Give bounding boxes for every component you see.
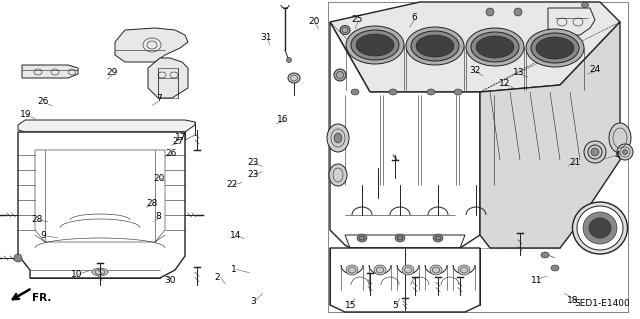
Ellipse shape	[288, 73, 300, 83]
Ellipse shape	[531, 33, 579, 63]
Ellipse shape	[346, 265, 358, 275]
Text: 6: 6	[412, 13, 417, 22]
Ellipse shape	[416, 35, 454, 57]
Text: 28: 28	[31, 215, 43, 224]
Ellipse shape	[591, 148, 599, 156]
Ellipse shape	[356, 34, 394, 56]
Bar	[158, 68, 178, 98]
Ellipse shape	[471, 32, 519, 62]
Ellipse shape	[526, 29, 584, 67]
Text: 9: 9	[41, 231, 46, 240]
Text: FR.: FR.	[32, 293, 51, 303]
Text: 23: 23	[247, 158, 259, 167]
Polygon shape	[18, 120, 195, 132]
Text: 30: 30	[164, 276, 175, 285]
Ellipse shape	[466, 28, 524, 66]
Text: 12: 12	[499, 79, 510, 88]
Ellipse shape	[486, 8, 494, 16]
Ellipse shape	[458, 265, 470, 275]
Ellipse shape	[514, 8, 522, 16]
Text: 11: 11	[531, 276, 542, 285]
Text: 17: 17	[175, 133, 186, 142]
Ellipse shape	[476, 36, 514, 58]
Text: 21: 21	[569, 158, 580, 167]
Ellipse shape	[536, 37, 574, 59]
Ellipse shape	[334, 133, 342, 143]
Ellipse shape	[346, 26, 404, 64]
Ellipse shape	[589, 218, 611, 238]
Ellipse shape	[433, 234, 443, 242]
Text: 3: 3	[250, 297, 255, 306]
Text: 20: 20	[308, 17, 319, 26]
Text: 26: 26	[38, 97, 49, 106]
Polygon shape	[148, 58, 188, 98]
Text: SED1-E1400: SED1-E1400	[574, 299, 630, 308]
Bar	[328, 2, 628, 312]
Polygon shape	[330, 248, 480, 312]
Text: 31: 31	[260, 33, 271, 42]
Ellipse shape	[395, 234, 405, 242]
Text: 25: 25	[351, 15, 363, 24]
Ellipse shape	[551, 265, 559, 271]
Text: 5: 5	[393, 301, 398, 310]
Ellipse shape	[430, 265, 442, 275]
Ellipse shape	[334, 69, 346, 81]
Ellipse shape	[573, 202, 627, 254]
Ellipse shape	[287, 57, 291, 63]
Ellipse shape	[577, 206, 623, 250]
Ellipse shape	[402, 265, 414, 275]
Text: 26: 26	[166, 149, 177, 158]
Ellipse shape	[329, 164, 347, 186]
Ellipse shape	[406, 27, 464, 65]
Text: 29: 29	[106, 68, 118, 77]
Text: 20: 20	[153, 174, 164, 182]
Ellipse shape	[357, 234, 367, 242]
Text: 16: 16	[277, 115, 289, 124]
Text: 1: 1	[231, 265, 236, 274]
Text: 18: 18	[567, 296, 579, 305]
Ellipse shape	[582, 3, 589, 8]
Ellipse shape	[14, 254, 22, 262]
Ellipse shape	[583, 212, 617, 244]
Text: 24: 24	[589, 65, 601, 74]
Ellipse shape	[327, 124, 349, 152]
Ellipse shape	[389, 89, 397, 95]
Text: 22: 22	[226, 180, 237, 189]
Polygon shape	[22, 65, 78, 78]
Text: 8: 8	[156, 212, 161, 221]
Ellipse shape	[617, 144, 633, 160]
Text: 32: 32	[469, 66, 481, 75]
Polygon shape	[548, 8, 595, 35]
Ellipse shape	[427, 89, 435, 95]
Polygon shape	[480, 22, 620, 248]
Text: 14: 14	[230, 231, 241, 240]
Text: 19: 19	[20, 110, 31, 119]
Text: 28: 28	[147, 199, 158, 208]
Ellipse shape	[351, 30, 399, 60]
Text: 7: 7	[156, 94, 161, 103]
Ellipse shape	[454, 89, 462, 95]
Polygon shape	[115, 28, 188, 62]
Ellipse shape	[411, 31, 459, 61]
Ellipse shape	[351, 89, 359, 95]
Ellipse shape	[541, 252, 549, 258]
Ellipse shape	[609, 123, 631, 153]
Ellipse shape	[340, 26, 350, 34]
Text: 15: 15	[345, 301, 356, 310]
Text: 23: 23	[247, 170, 259, 179]
Text: 4: 4	[615, 151, 620, 160]
Polygon shape	[330, 2, 620, 92]
Ellipse shape	[584, 141, 606, 163]
Ellipse shape	[374, 265, 386, 275]
Polygon shape	[330, 22, 480, 248]
Text: 27: 27	[172, 137, 184, 146]
Text: 2: 2	[215, 273, 220, 282]
Ellipse shape	[623, 150, 627, 154]
Text: 10: 10	[71, 271, 83, 279]
Polygon shape	[18, 132, 185, 278]
Ellipse shape	[92, 268, 108, 276]
Text: 13: 13	[513, 68, 524, 77]
